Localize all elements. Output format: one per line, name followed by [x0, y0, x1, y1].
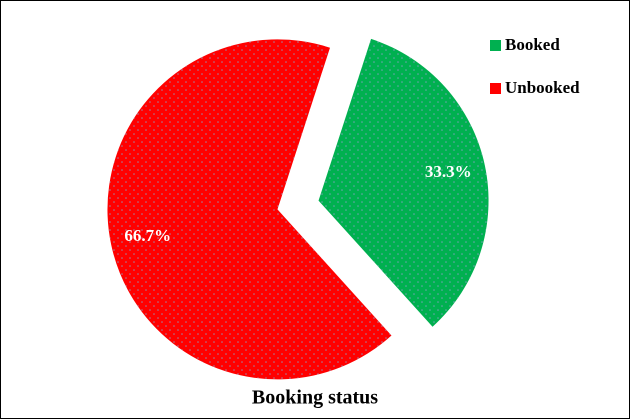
- legend-label: Booked: [505, 35, 560, 54]
- chart-title: Booking status: [252, 387, 378, 409]
- legend-swatch: [490, 40, 501, 51]
- data-label: 33.3%: [425, 162, 472, 181]
- slice-pattern: [107, 39, 392, 380]
- slice-pattern: [318, 38, 489, 327]
- data-label: 66.7%: [124, 226, 171, 245]
- legend-label: Unbooked: [505, 78, 580, 97]
- legend-swatch: [490, 83, 501, 94]
